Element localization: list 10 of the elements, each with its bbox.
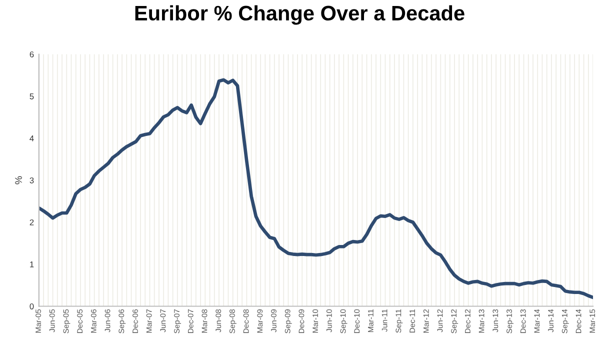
y-tick-label: 5 [30,94,34,100]
line-series [38,78,594,300]
y-tick-label: 0 [30,303,34,310]
y-tick-label: 6 [30,51,34,58]
y-tick-label: 2 [30,219,34,226]
chart-title: Euribor % Change Over a Decade [135,5,464,25]
y-tick-label: 4 [30,136,34,142]
y-axis-title: % [15,176,22,184]
y-tick-label: 1 [30,262,34,268]
y-tick-label: 3 [30,177,34,184]
